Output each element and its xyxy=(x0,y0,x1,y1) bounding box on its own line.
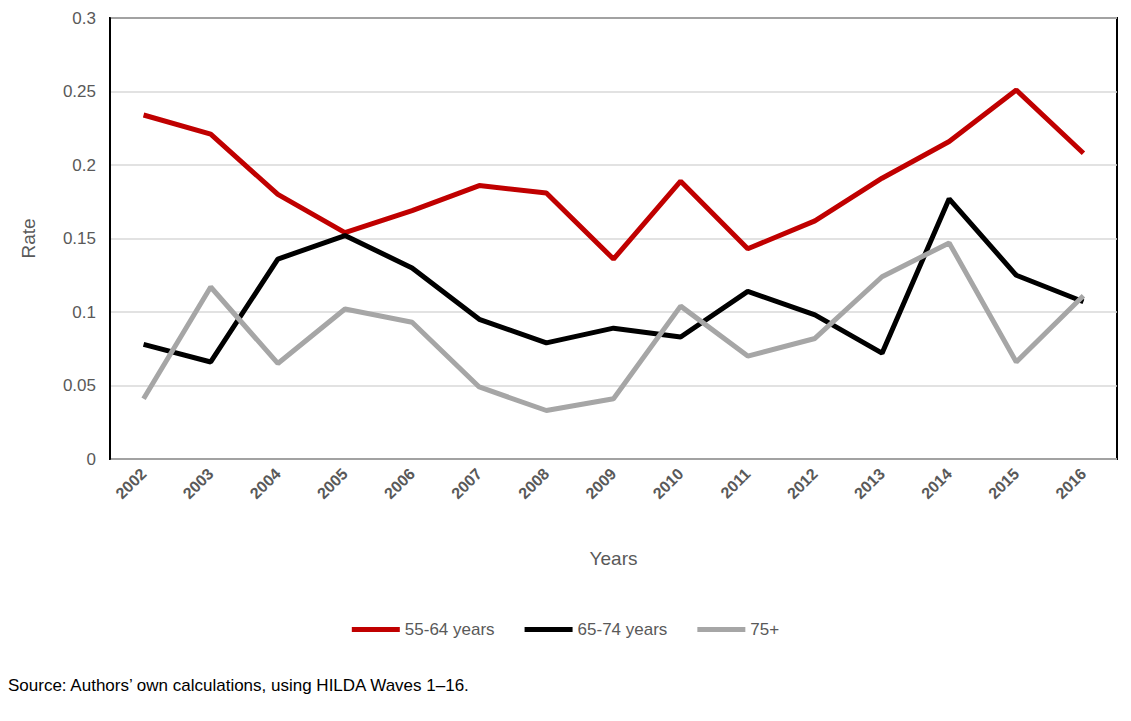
svg-text:2010: 2010 xyxy=(649,465,686,502)
svg-text:2013: 2013 xyxy=(851,465,888,502)
svg-text:Source: Authors’ own calculati: Source: Authors’ own calculations, using… xyxy=(8,676,469,695)
svg-text:2009: 2009 xyxy=(582,465,619,502)
svg-text:0.05: 0.05 xyxy=(63,376,96,395)
svg-text:0.1: 0.1 xyxy=(72,303,96,322)
svg-text:2015: 2015 xyxy=(985,465,1022,502)
svg-text:2006: 2006 xyxy=(381,465,418,502)
svg-text:55-64 years: 55-64 years xyxy=(405,620,495,639)
svg-text:Years: Years xyxy=(590,548,638,569)
svg-text:2014: 2014 xyxy=(918,465,955,502)
svg-text:2011: 2011 xyxy=(717,465,754,502)
svg-text:Rate: Rate xyxy=(18,218,39,258)
svg-text:0.2: 0.2 xyxy=(72,156,96,175)
svg-text:2002: 2002 xyxy=(112,465,149,502)
svg-text:0.25: 0.25 xyxy=(63,82,96,101)
svg-text:0.15: 0.15 xyxy=(63,229,96,248)
svg-text:2003: 2003 xyxy=(180,465,217,502)
svg-text:2007: 2007 xyxy=(448,465,485,502)
svg-text:2004: 2004 xyxy=(247,465,284,502)
svg-text:65-74 years: 65-74 years xyxy=(578,620,668,639)
svg-text:2008: 2008 xyxy=(515,465,552,502)
svg-text:75+: 75+ xyxy=(750,620,779,639)
svg-text:0: 0 xyxy=(87,450,96,469)
svg-text:2005: 2005 xyxy=(314,465,351,502)
svg-text:2012: 2012 xyxy=(784,465,821,502)
svg-text:0.3: 0.3 xyxy=(72,9,96,28)
svg-text:2016: 2016 xyxy=(1052,465,1089,502)
